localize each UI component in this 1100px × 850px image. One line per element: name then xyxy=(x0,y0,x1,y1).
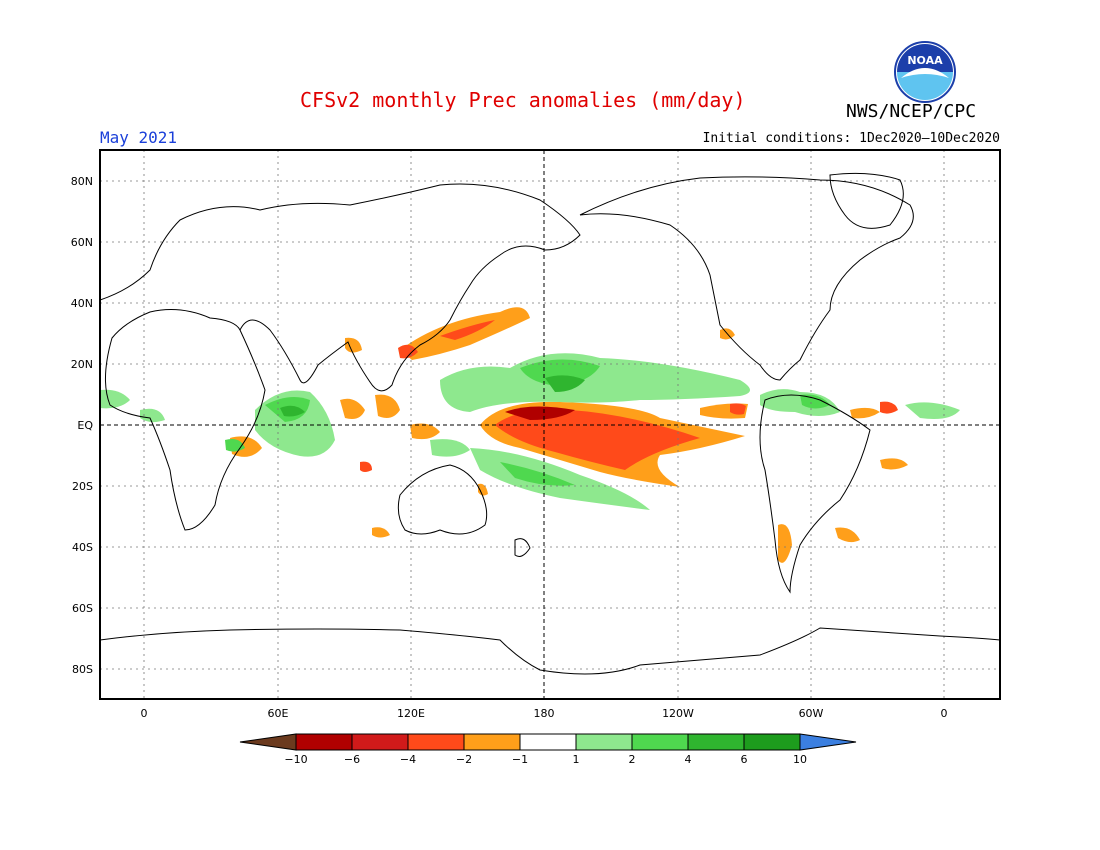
lat-label: 60S xyxy=(72,602,93,615)
anomaly-wet-pacific-north xyxy=(440,353,750,412)
lat-label: 20N xyxy=(71,358,93,371)
colorbar-tick-label: 2 xyxy=(629,753,636,766)
svg-text:NOAA: NOAA xyxy=(907,54,943,67)
south-america-coastline xyxy=(759,394,871,594)
lon-label: 120E xyxy=(397,707,425,720)
colorbar-segment xyxy=(575,733,633,751)
australia-coastline xyxy=(397,464,488,535)
colorbar-tick-label: 1 xyxy=(573,753,580,766)
africa-coastline xyxy=(104,309,266,531)
coastlines xyxy=(100,172,1000,675)
valid-month-label: May 2021 xyxy=(100,128,178,147)
greenland-coastline xyxy=(829,172,904,229)
colorbar-tick-label: −2 xyxy=(456,753,472,766)
colorbar-segment xyxy=(407,733,465,751)
colorbar-tick-label: 10 xyxy=(793,753,807,766)
noaa-logo: NOAA xyxy=(894,41,956,103)
colorbar: −10 −6 −4 −2 −1 1 2 4 6 10 xyxy=(239,733,857,766)
lat-label: 80N xyxy=(71,175,93,188)
longitude-labels: 0 60E 120E 180 120W 60W 0 xyxy=(141,707,948,720)
lat-label: 40N xyxy=(71,297,93,310)
lat-label: EQ xyxy=(77,419,93,432)
lon-label: 0 xyxy=(941,707,948,720)
lon-label: 60E xyxy=(268,707,289,720)
colorbar-tick-label: −6 xyxy=(344,753,360,766)
anomaly-dry-central-pacific-max xyxy=(505,406,575,420)
colorbar-tick-label: 6 xyxy=(741,753,748,766)
lon-label: 180 xyxy=(534,707,555,720)
latitude-labels: 80N 60N 40N 20N EQ 20S 40S 60S 80S xyxy=(71,175,94,676)
lon-label: 60W xyxy=(799,707,824,720)
eurasia-coastline xyxy=(100,183,581,392)
colorbar-segment xyxy=(687,733,745,751)
colorbar-segment xyxy=(743,733,801,751)
antarctica-coastline xyxy=(100,627,1000,675)
lon-label: 120W xyxy=(662,707,694,720)
anomaly-shading xyxy=(100,307,960,563)
initial-conditions-label: Initial conditions: 1Dec2020–10Dec2020 xyxy=(702,131,1000,146)
colorbar-segment xyxy=(295,733,353,751)
colorbar-segment xyxy=(239,733,297,751)
north-america-coastline xyxy=(579,176,914,381)
colorbar-tick-label: −1 xyxy=(512,753,528,766)
lat-label: 60N xyxy=(71,236,93,249)
chart-title: CFSv2 monthly Prec anomalies (mm/day) xyxy=(300,88,746,112)
colorbar-segment xyxy=(519,733,577,751)
equator-dateline xyxy=(100,150,1000,699)
colorbar-tick-label: 4 xyxy=(685,753,692,766)
colorbar-segment xyxy=(799,733,857,751)
lat-label: 40S xyxy=(72,541,93,554)
colorbar-segment xyxy=(351,733,409,751)
lon-label: 0 xyxy=(141,707,148,720)
colorbar-tick-label: −10 xyxy=(284,753,307,766)
lat-label: 20S xyxy=(72,480,93,493)
colorbar-segment xyxy=(631,733,689,751)
graticule xyxy=(100,150,1000,699)
organization-label: NWS/NCEP/CPC xyxy=(846,101,977,122)
map-frame xyxy=(99,149,1001,700)
colorbar-tick-label: −4 xyxy=(400,753,416,766)
lat-label: 80S xyxy=(72,663,93,676)
colorbar-segment xyxy=(463,733,521,751)
